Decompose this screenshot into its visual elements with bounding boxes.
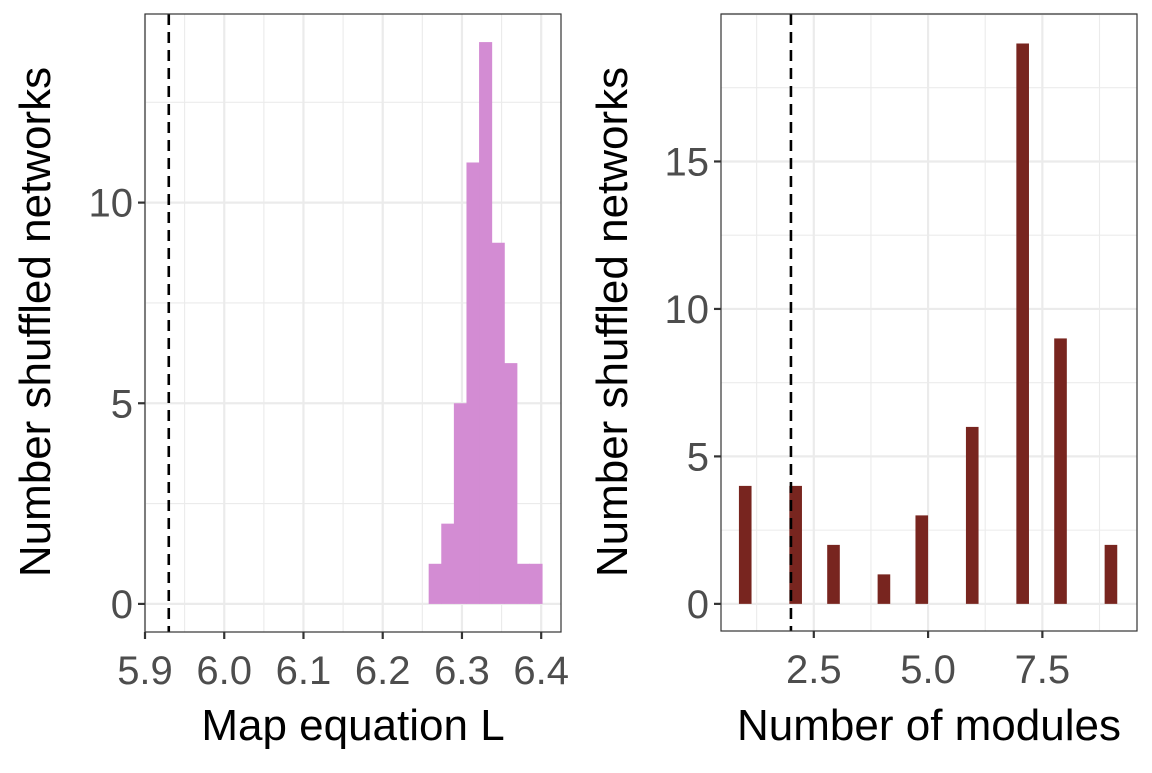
x-axis-title-modules: Number of modules (737, 701, 1121, 750)
histogram-bar (877, 574, 891, 604)
y-axis-title-right: Number shuffled networks (588, 67, 637, 577)
y-axis-title-left: Number shuffled networks (11, 67, 60, 577)
histogram-bar (516, 563, 530, 604)
histogram-bar (491, 242, 505, 604)
y-tick-label: 10 (665, 288, 710, 332)
histogram-bar (965, 426, 979, 604)
histogram-bar (738, 485, 752, 604)
x-tick-label: 5.0 (900, 648, 956, 692)
x-tick-label: 6.3 (434, 649, 490, 693)
histogram-bar (453, 403, 467, 604)
x-tick-label: 6.1 (276, 649, 332, 693)
panel-border (144, 13, 562, 633)
panel-number-of-modules: 2.5 5.0 7.5 0 5 10 15 (665, 12, 1138, 692)
y-tick-label: 15 (665, 140, 710, 184)
histogram-bar (428, 563, 442, 604)
histogram-bar (504, 363, 518, 604)
histogram-bar (915, 515, 929, 604)
histogram-bar (1054, 338, 1067, 604)
histogram-bar (441, 523, 455, 604)
x-axis-title-map-equation: Map equation L (201, 701, 504, 750)
histogram-bar (827, 544, 840, 604)
histogram-bar (466, 162, 480, 604)
histogram-bar (1016, 43, 1029, 604)
y-tick-label: 5 (111, 382, 133, 426)
histogram-bar (1104, 544, 1118, 604)
x-tick-label: 6.2 (355, 649, 411, 693)
y-tick-label: 5 (687, 435, 709, 479)
y-tick-label: 0 (687, 583, 709, 627)
y-tick-label: 0 (111, 583, 133, 627)
x-tick-label: 6.0 (196, 649, 252, 693)
y-tick-label: 10 (89, 182, 134, 226)
x-tick-label: 5.9 (117, 649, 173, 693)
histogram-bar (479, 42, 493, 604)
histogram-bar (789, 485, 802, 604)
x-tick-label: 2.5 (786, 648, 842, 692)
panel-map-equation: 5.9 6.0 6.1 6.2 6.3 6.4 0 5 10 (89, 13, 569, 693)
x-tick-label: 7.5 (1015, 648, 1071, 692)
histogram-bar (529, 563, 543, 604)
x-tick-label: 6.4 (513, 649, 569, 693)
